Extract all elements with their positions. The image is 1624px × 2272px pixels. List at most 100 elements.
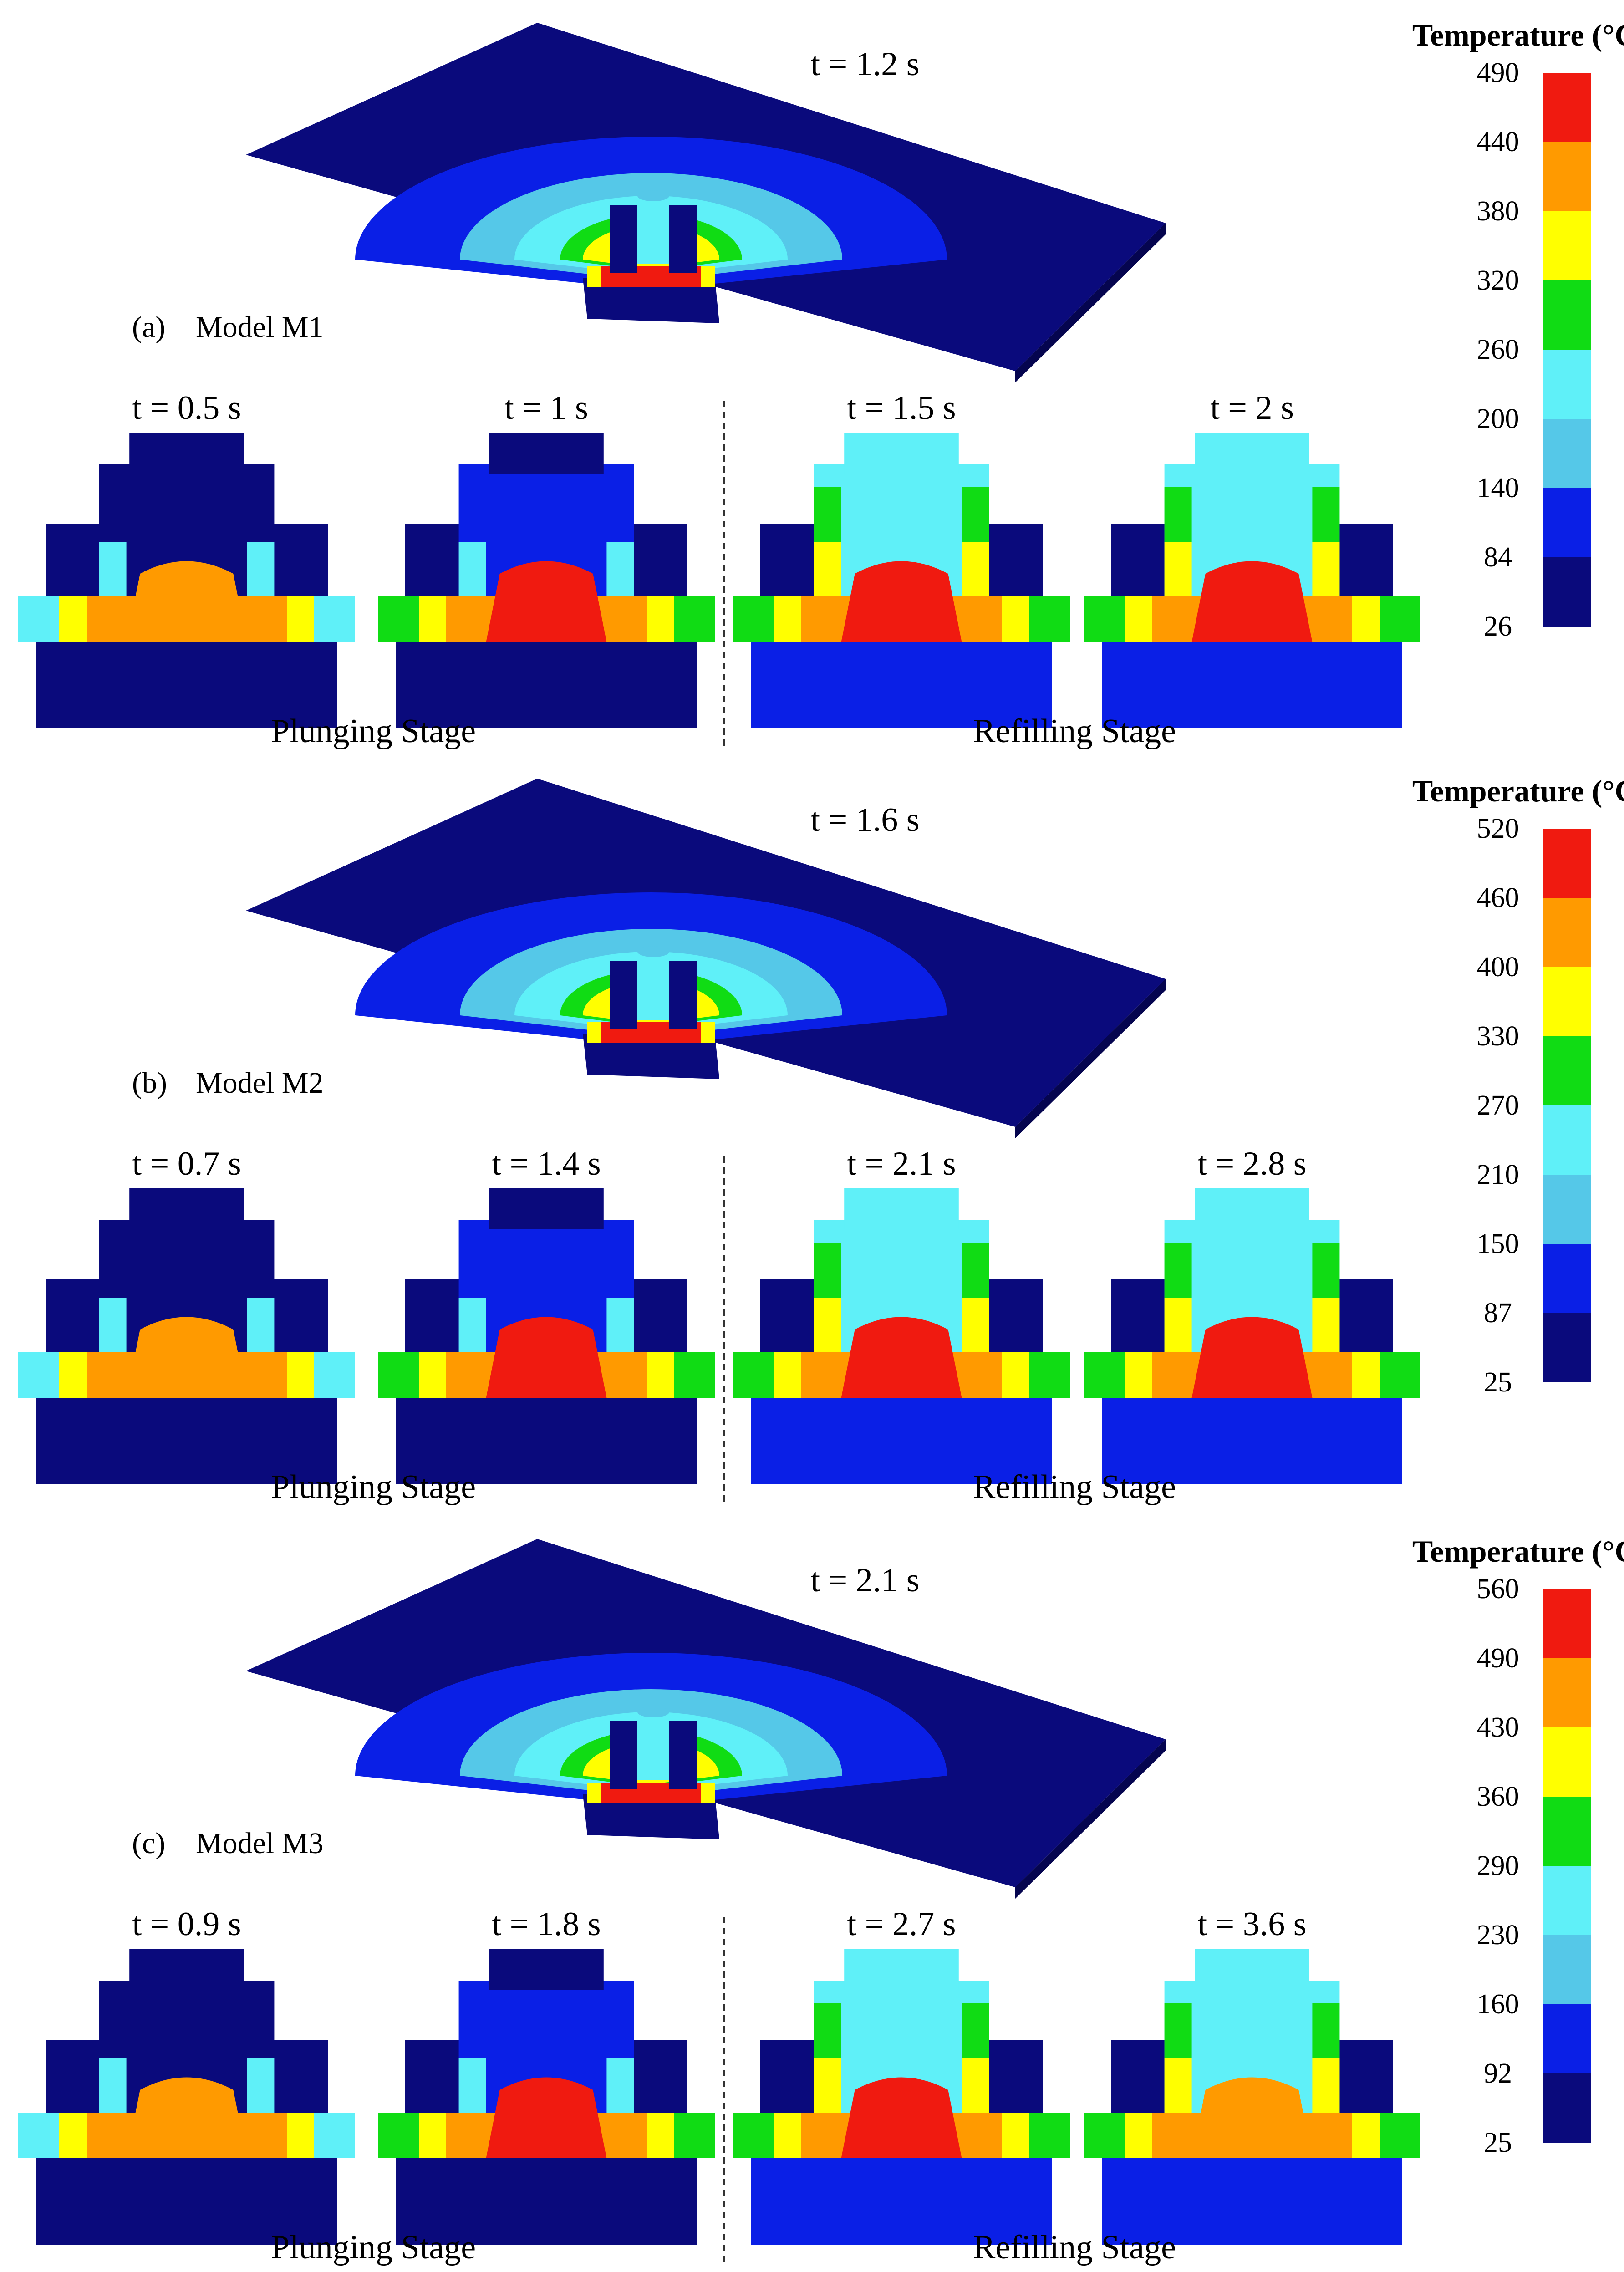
colorbar-tick-label: 560 <box>1477 1574 1519 1605</box>
model-label: Model M1 <box>196 311 324 344</box>
sleeve-right <box>1312 542 1340 596</box>
backing-plate <box>1102 2158 1402 2245</box>
backing-plate <box>751 642 1052 728</box>
colorbar-tick-label: 400 <box>1477 952 1519 983</box>
colorbar-tick-label: 380 <box>1477 196 1519 227</box>
model-label: Model M3 <box>196 1827 324 1860</box>
panel-2: t = 2.1 s (c) Model M3 t = 0.9 s t = 1.8 s t … <box>18 1534 1624 2266</box>
pin-top <box>844 433 959 474</box>
sleeve-right-upper <box>1312 2003 1340 2058</box>
strip-end-right <box>674 1352 715 1398</box>
colorbar-tick-label: 160 <box>1477 1989 1519 2020</box>
strip-end-left <box>378 596 419 642</box>
colorbar-tick-label: 150 <box>1477 1228 1519 1259</box>
sleeve-left <box>99 1298 127 1352</box>
stir-zone <box>126 561 247 642</box>
main-time-label: t = 1.6 s <box>810 801 919 839</box>
sleeve-right-upper <box>962 487 989 542</box>
strip-end-left <box>1084 596 1125 642</box>
tool-sleeve-right <box>669 961 697 1029</box>
sleeve-right-upper <box>962 2003 989 2058</box>
sleeve-right <box>962 1298 989 1352</box>
pin-top <box>489 433 604 474</box>
sleeve-left-upper <box>1164 487 1192 542</box>
weld-edge <box>587 266 601 287</box>
strip-end-right <box>314 1352 355 1398</box>
strip-end-left <box>378 1352 419 1398</box>
tool-sleeve-right <box>669 1721 697 1789</box>
strip-end-left <box>733 596 774 642</box>
backing-plate <box>36 2158 337 2245</box>
sleeve-left-upper <box>1164 1243 1192 1298</box>
plate-edge <box>1015 979 1166 1138</box>
pin-top <box>129 433 244 474</box>
colorbar-tick-label: 260 <box>1477 334 1519 365</box>
tool-pin-top <box>637 1707 669 1717</box>
section-time-label: t = 1.4 s <box>492 1145 601 1182</box>
tool-sleeve-left <box>610 961 637 1029</box>
sleeve-right <box>962 542 989 596</box>
weld-block <box>583 1794 719 1839</box>
colorbar-segment <box>1543 2004 1591 2073</box>
refilling-stage-label: Refilling Stage <box>973 713 1176 750</box>
colorbar-tick-label: 360 <box>1477 1781 1519 1812</box>
pin-top <box>1195 1188 1309 1229</box>
stir-zone <box>1191 1317 1313 1398</box>
colorbar-tick-label: 290 <box>1477 1850 1519 1881</box>
sleeve-right <box>606 1298 634 1352</box>
sleeve-left <box>814 1298 841 1352</box>
stir-zone <box>1191 561 1313 642</box>
backing-plate <box>1102 642 1402 728</box>
weld-edge <box>701 266 715 287</box>
colorbar-segment <box>1543 1244 1591 1313</box>
sleeve-left-upper <box>1164 2003 1192 2058</box>
plunging-stage-label: Plunging Stage <box>271 2229 476 2266</box>
colorbar-tick-label: 440 <box>1477 127 1519 158</box>
section-time-label: t = 2.1 s <box>847 1145 956 1182</box>
section-time-label: t = 2.7 s <box>847 1905 956 1943</box>
colorbar-tick-label: 92 <box>1484 2058 1512 2089</box>
sleeve-right-upper <box>1312 1243 1340 1298</box>
tool-pin <box>637 1712 669 1780</box>
tool-pin <box>637 196 669 264</box>
colorbar-segment <box>1543 967 1591 1036</box>
weld-edge <box>701 1022 715 1043</box>
section-time-label: t = 2.8 s <box>1197 1145 1306 1182</box>
sleeve-left <box>458 542 486 596</box>
stir-zone <box>841 561 962 642</box>
colorbar-tick-label: 210 <box>1477 1159 1519 1190</box>
sleeve-right-upper <box>1312 487 1340 542</box>
strip-end-left <box>18 1352 59 1398</box>
stir-zone <box>486 561 607 642</box>
strip-end-right <box>674 2113 715 2158</box>
sleeve-left <box>1164 1298 1192 1352</box>
colorbar-tick-label: 26 <box>1484 611 1512 642</box>
stir-zone <box>841 2077 962 2158</box>
colorbar-tick-label: 520 <box>1477 813 1519 844</box>
pin-top <box>1195 433 1309 474</box>
refilling-stage-label: Refilling Stage <box>973 1468 1176 1506</box>
backing-plate <box>396 1398 697 1484</box>
colorbar-segment <box>1543 280 1591 350</box>
colorbar-tick-label: 460 <box>1477 882 1519 913</box>
colorbar-tick-label: 230 <box>1477 1920 1519 1951</box>
backing-plate <box>36 642 337 728</box>
sleeve-left <box>458 2058 486 2113</box>
sleeve-left <box>99 2058 127 2113</box>
strip-end-left <box>733 1352 774 1398</box>
strip-end-left <box>18 2113 59 2158</box>
strip-end-left <box>18 596 59 642</box>
sleeve-right <box>606 542 634 596</box>
sleeve-left-upper <box>814 1243 841 1298</box>
sleeve-right <box>247 2058 275 2113</box>
backing-plate <box>751 2158 1052 2245</box>
pin-top <box>844 1188 959 1229</box>
strip-end-right <box>1380 1352 1420 1398</box>
panel-label: (a) <box>132 311 165 344</box>
plate-edge <box>1015 1739 1166 1899</box>
stir-zone <box>126 1317 247 1398</box>
section-time-label: t = 1 s <box>504 389 588 427</box>
colorbar-segment <box>1543 142 1591 211</box>
panel-label: (c) <box>132 1827 165 1860</box>
